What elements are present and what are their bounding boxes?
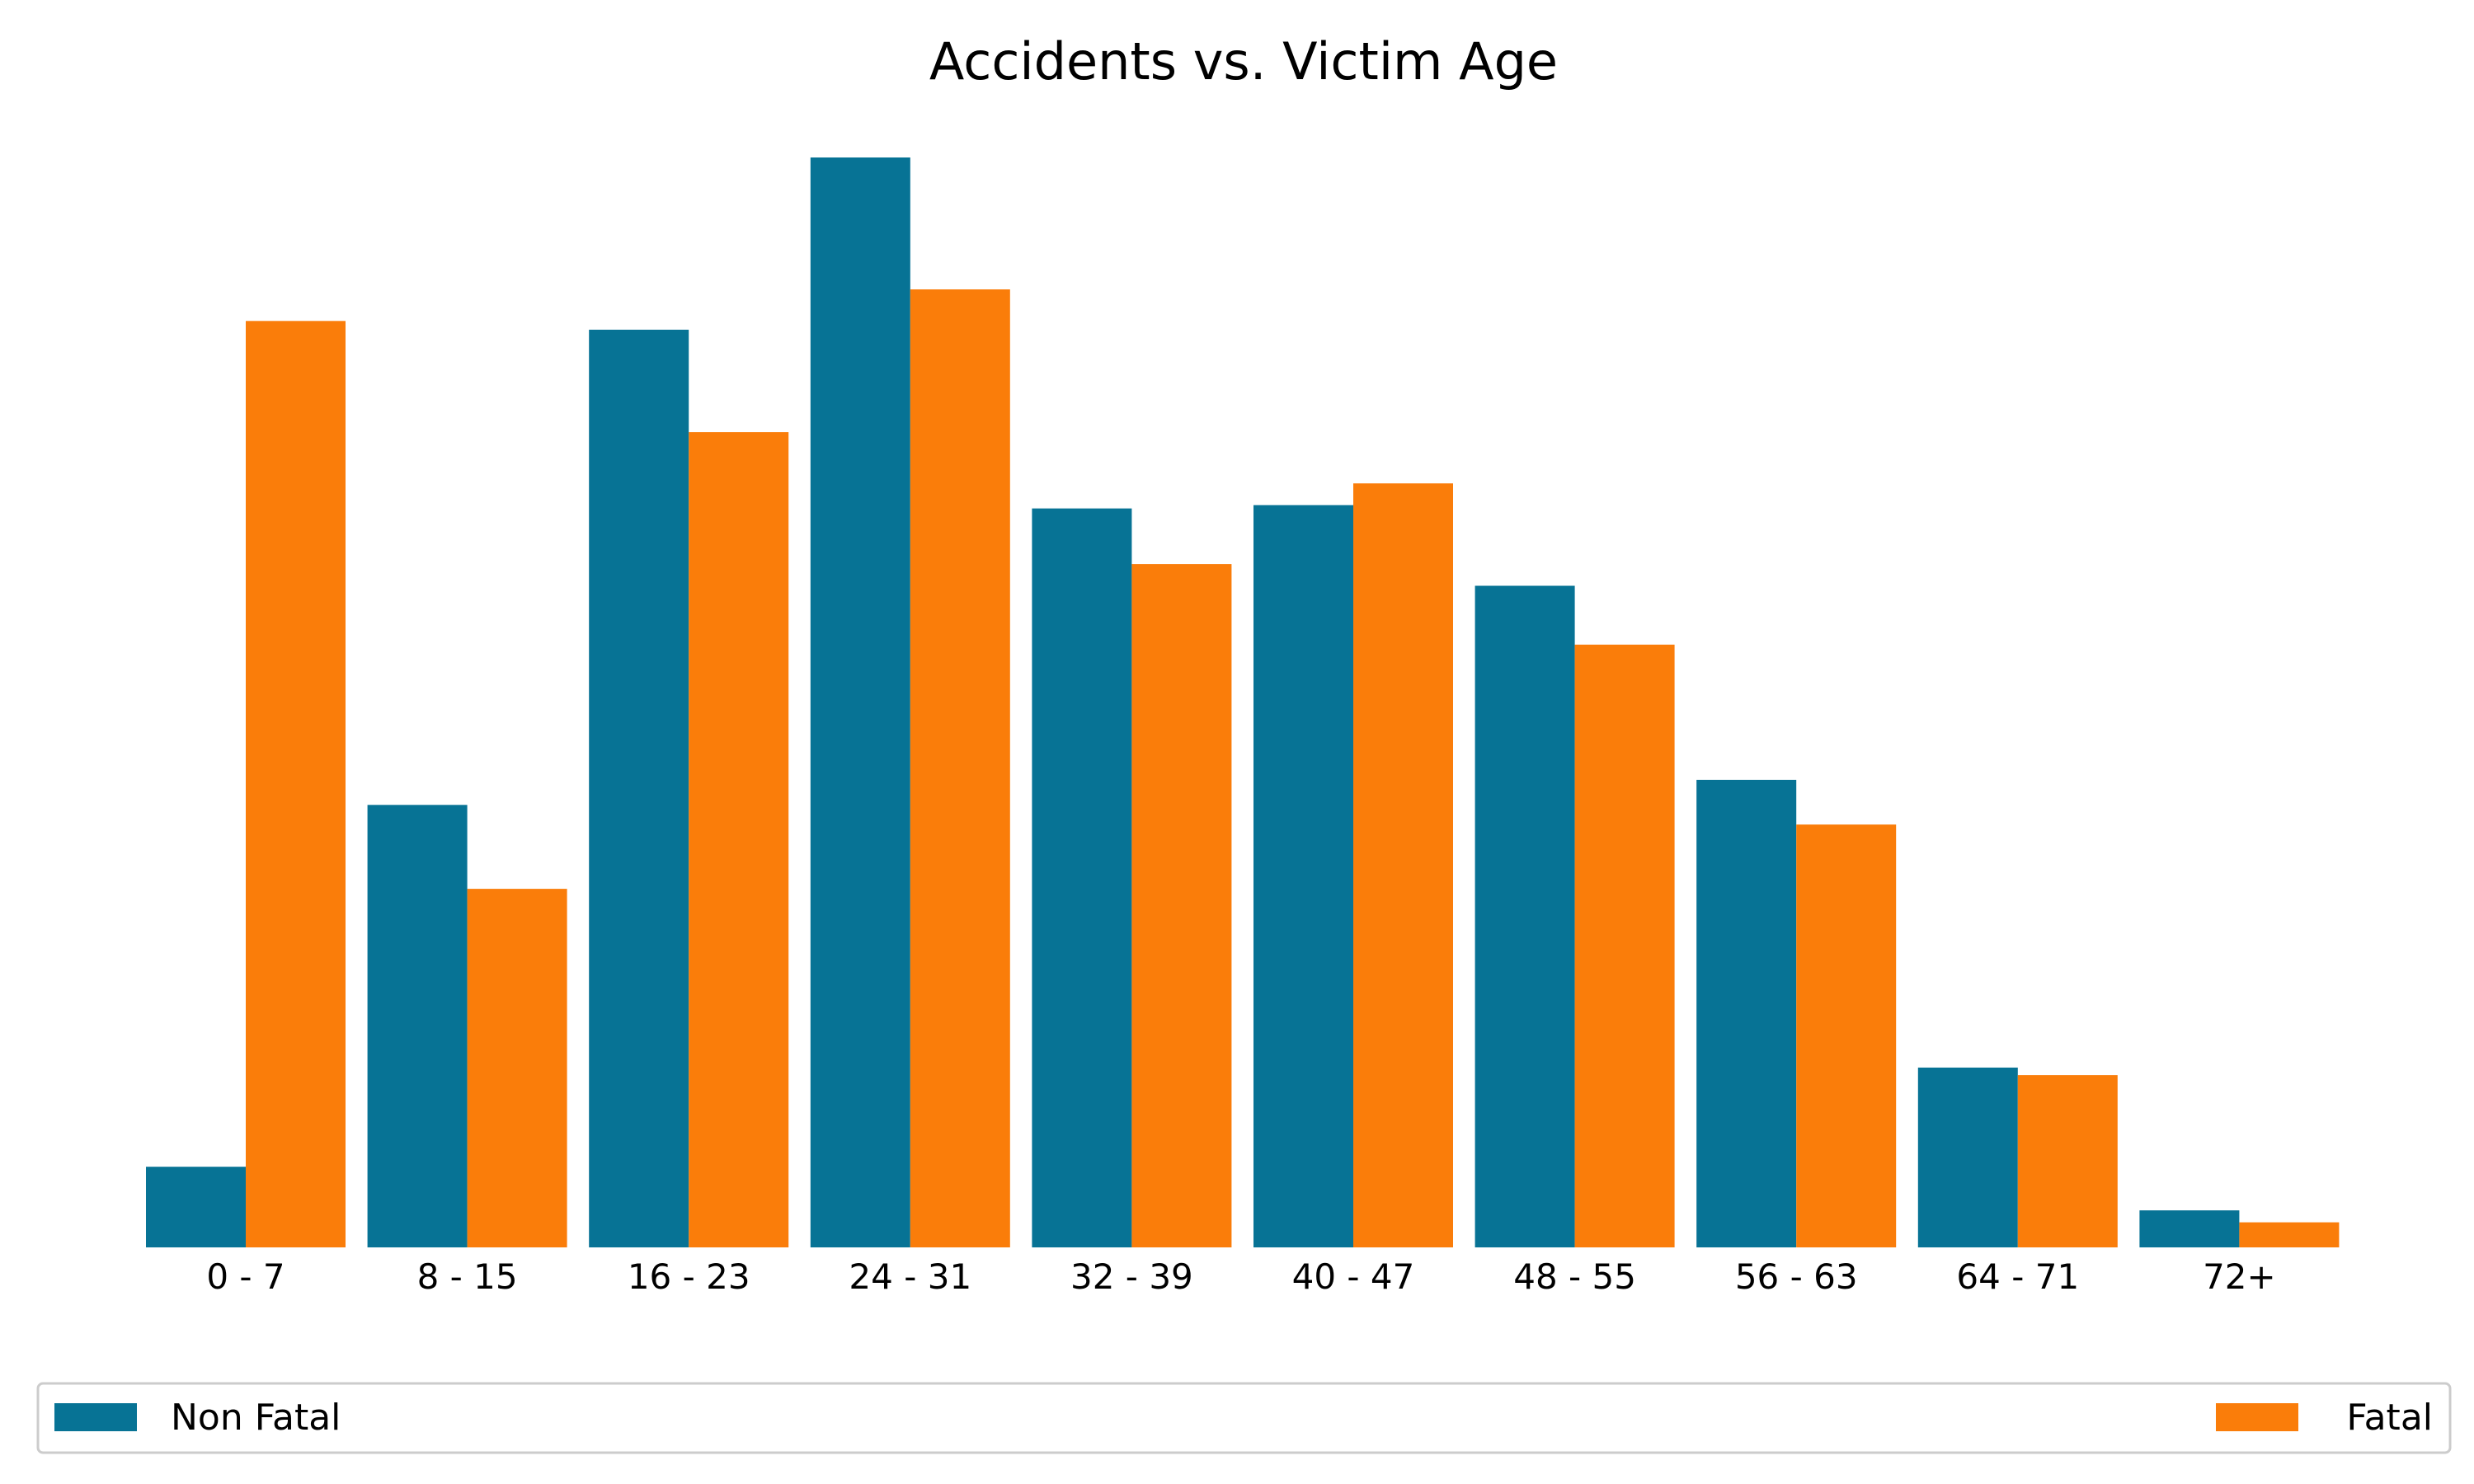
x-tick-label-32-39: 32 - 39 (1070, 1256, 1193, 1297)
legend-frame (36, 1382, 2452, 1454)
x-axis-tick-labels: 0 - 7 8 - 15 16 - 23 24 - 31 32 - 39 40 - 47 4… (206, 1256, 2275, 1297)
legend-label-fatal: Fatal (2346, 1397, 2433, 1439)
bar-fatal-64-71 (2017, 1075, 2118, 1247)
x-tick-label-40-47: 40 - 47 (1292, 1256, 1415, 1297)
chart-title: Accidents vs. Victim Age (929, 31, 1558, 92)
legend-label-non-fatal: Non Fatal (171, 1397, 341, 1439)
bar-non-fatal-40-47 (1253, 505, 1353, 1247)
x-tick-label-8-15: 8 - 15 (417, 1256, 518, 1297)
bar-non-fatal-64-71 (1917, 1067, 2018, 1247)
bar-fatal-40-47 (1353, 483, 1453, 1247)
bar-non-fatal-72-plus (2139, 1210, 2240, 1247)
legend: Non Fatal Fatal (36, 1382, 2452, 1454)
x-tick-label-0-7: 0 - 7 (206, 1256, 285, 1297)
bar-fatal-8-15 (467, 889, 567, 1247)
bar-fatal-0-7 (246, 321, 346, 1247)
x-tick-label-24-31: 24 - 31 (849, 1256, 971, 1297)
x-tick-label-56-63: 56 - 63 (1735, 1256, 1858, 1297)
bar-non-fatal-0-7 (146, 1167, 246, 1247)
bar-fatal-56-63 (1796, 824, 1897, 1247)
bar-fatal-48-55 (1574, 644, 1675, 1247)
legend-swatch-fatal (2216, 1403, 2298, 1431)
bar-non-fatal-16-23 (589, 329, 689, 1247)
bar-non-fatal-56-63 (1696, 779, 1797, 1247)
bar-fatal-24-31 (910, 289, 1010, 1247)
bar-non-fatal-48-55 (1475, 585, 1575, 1247)
bar-fatal-16-23 (689, 432, 789, 1247)
legend-swatch-non-fatal (54, 1403, 137, 1431)
x-tick-label-72-plus: 72+ (2203, 1256, 2276, 1297)
bar-fatal-32-39 (1131, 564, 1232, 1247)
x-tick-label-48-55: 48 - 55 (1513, 1256, 1636, 1297)
bars-layer (146, 157, 2340, 1247)
x-tick-label-64-71: 64 - 71 (1956, 1256, 2079, 1297)
bar-non-fatal-32-39 (1032, 508, 1132, 1247)
x-tick-label-16-23: 16 - 23 (628, 1256, 750, 1297)
bar-non-fatal-24-31 (810, 157, 910, 1247)
bar-fatal-72-plus (2239, 1222, 2340, 1247)
bar-non-fatal-8-15 (367, 805, 468, 1247)
